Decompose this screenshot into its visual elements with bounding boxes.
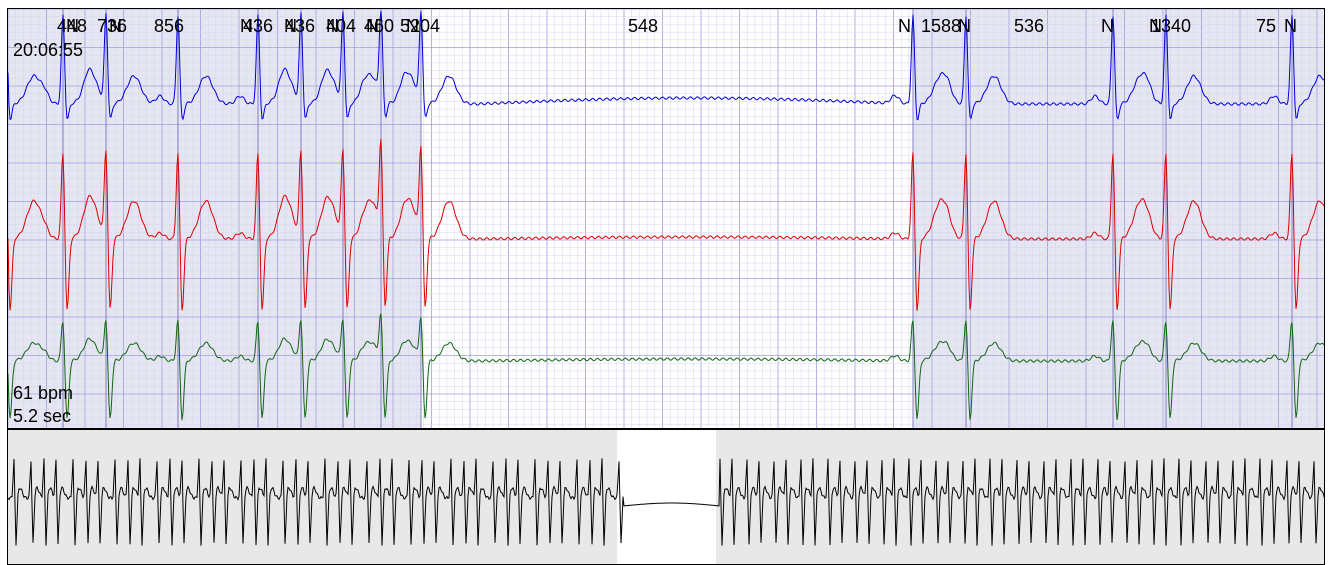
rr-interval-3: 856 [154,16,184,36]
overview-trace [8,458,1324,546]
rr-interval-9: 548 [628,16,658,36]
rr-interval-7: 460 [364,16,394,36]
ecg-traces [8,10,1324,421]
rr-interval-1: 448 [57,16,87,36]
rr-interval-6: 404 [326,16,356,36]
beat-label-9: N [898,16,911,36]
beat-label-11: N [1101,16,1114,36]
beat-label-2: N [109,16,122,36]
beat-shading [8,9,1324,428]
rr-interval-13: 75 [1256,16,1276,36]
ecg-trace-lead-1 [8,10,1324,121]
strip-time: 20:06:55 [13,40,84,60]
beat-label-13: N [1284,16,1297,36]
beat-label-7: N [366,16,379,36]
rr-interval-12: 1340 [1151,16,1191,36]
beat-label-4: N [240,16,253,36]
rr-interval-4: 436 [243,16,273,36]
beat-label-10: N [958,16,971,36]
rr-interval-8: 5204 [400,16,440,36]
overview-window[interactable] [617,430,716,565]
rr-interval-11: 536 [1014,16,1044,36]
beat-label-1: N [66,16,79,36]
ecg-trace-lead-3 [8,313,1324,421]
beat-label-6: N [326,16,339,36]
ecg-trace-lead-2 [8,138,1324,311]
beat-label-12: N [1149,16,1162,36]
rr-interval-5: 436 [285,16,315,36]
overview-plot [8,430,1324,565]
pause-duration: 5.2 sec [13,406,72,426]
rr-interval-10: 1588 [921,16,961,36]
rr-interval-2: 736 [97,16,127,36]
heart-rate: 61 bpm [13,383,74,403]
beat-label-8: N [406,16,419,36]
beat-label-5: N [284,16,297,36]
beat-markers [62,9,1293,428]
overview-strip[interactable] [7,429,1325,565]
ecg-strip: N 448 N 736 856 N 436 N 436 N 404 N 460 N 5204 N 548 N 158… [7,8,1325,429]
